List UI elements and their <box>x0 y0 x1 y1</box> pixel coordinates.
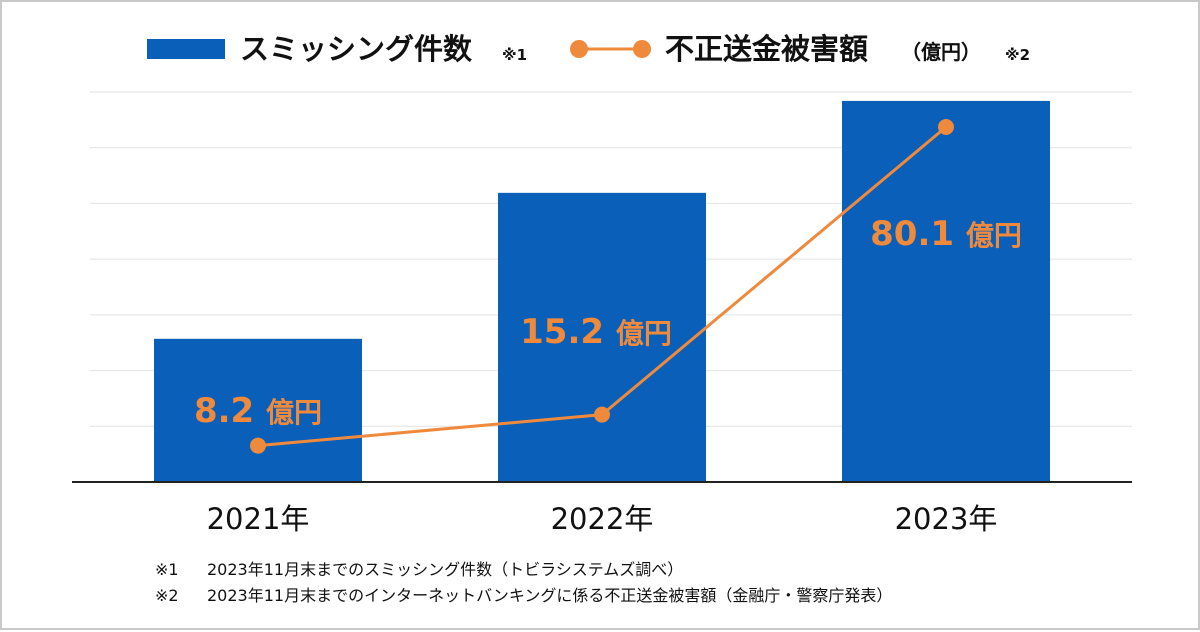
data-label-2023年: 80.1 億円 <box>870 214 1022 254</box>
bar-2022年 <box>498 192 706 483</box>
legend-bar-swatch <box>147 39 225 59</box>
line-point-2022年 <box>594 406 610 423</box>
footnote-2-text: 2023年11月末までのインターネットバンキングに係る不正送金被害額（金融庁・警… <box>207 586 892 605</box>
x-tick-label: 2022年 <box>551 502 654 536</box>
footnotes: ※1 2023年11月末までのスミッシング件数（トビラシステムズ調べ） ※2 2… <box>155 560 892 605</box>
bar-2023年 <box>842 100 1050 483</box>
bar-series <box>154 100 1050 483</box>
x-tick-labels: 2021年 2022年 2023年 <box>207 502 998 536</box>
data-label-2022年: 15.2 億円 <box>520 312 672 352</box>
legend-bar-note: ※1 <box>502 46 527 64</box>
x-tick-label: 2021年 <box>207 502 310 536</box>
legend-line-label: 不正送金被害額 <box>665 32 868 66</box>
legend-bar-label: スミッシング件数 <box>240 32 473 66</box>
bar-2021年 <box>154 338 362 482</box>
footnote-2-mark: ※2 <box>155 586 179 605</box>
footnote-1-mark: ※1 <box>155 560 179 579</box>
footnote-1-text: 2023年11月末までのスミッシング件数（トビラシステムズ調べ） <box>207 560 683 579</box>
legend-line-marker-left <box>570 40 588 58</box>
data-labels: 8.2 億円 15.2 億円 80.1 億円 <box>194 214 1022 431</box>
legend: スミッシング件数 ※1 不正送金被害額 （億円） ※2 <box>147 32 1030 66</box>
line-point-2023年 <box>938 119 954 136</box>
line-point-2021年 <box>250 437 266 454</box>
line-series <box>250 119 954 454</box>
legend-line-note: ※2 <box>1005 46 1030 64</box>
data-label-2021年: 8.2 億円 <box>194 391 322 431</box>
legend-line-unit: （億円） <box>901 40 981 64</box>
legend-line-marker-right <box>633 40 651 58</box>
x-tick-label: 2023年 <box>895 502 998 536</box>
